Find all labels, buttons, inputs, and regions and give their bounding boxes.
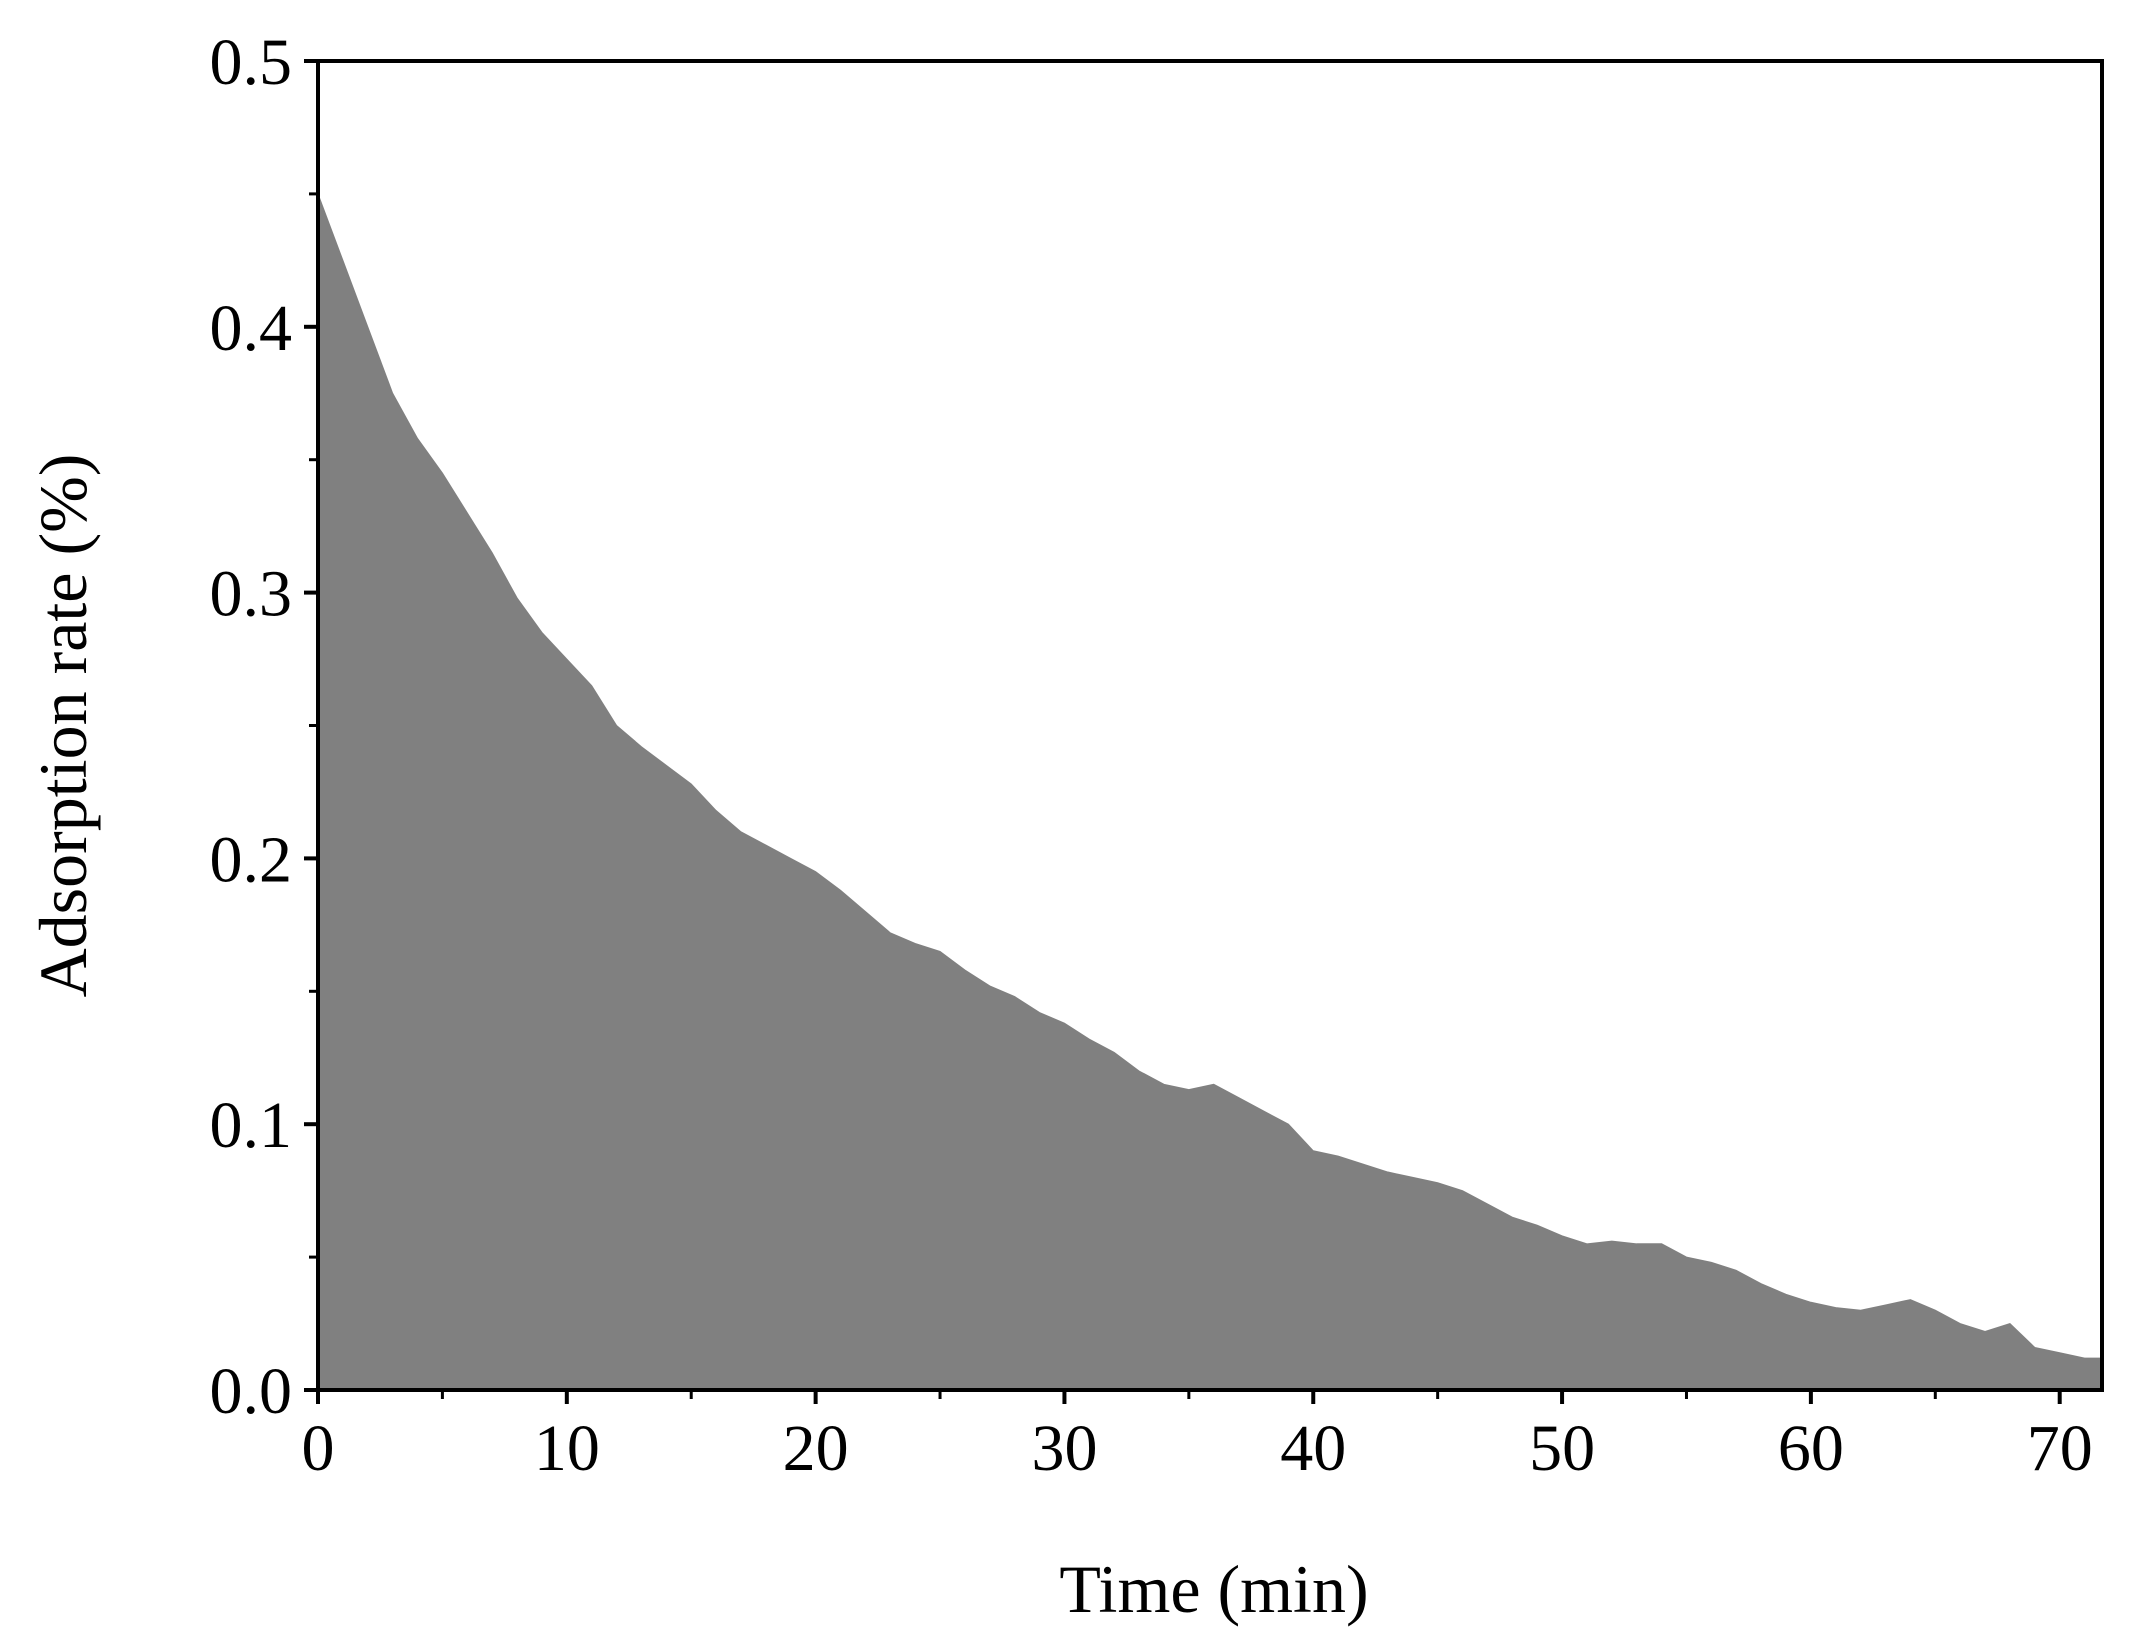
series-area-0 bbox=[317, 193, 2103, 1391]
x-axis-ticks: 0 10 20 30 40 50 60 70 bbox=[302, 1390, 2093, 1485]
y-tick-label: 0.5 bbox=[210, 26, 293, 99]
y-axis-title: Adsorption rate (%) bbox=[25, 454, 101, 998]
y-tick-label: 0.3 bbox=[210, 558, 293, 631]
x-tick-label: 60 bbox=[1778, 1412, 1844, 1485]
series-layer bbox=[317, 193, 2103, 1391]
x-axis-title: Time (min) bbox=[1059, 1551, 1368, 1627]
y-tick-label: 0.2 bbox=[210, 823, 293, 896]
x-tick-label: 0 bbox=[302, 1412, 335, 1485]
x-tick-label: 40 bbox=[1280, 1412, 1346, 1485]
y-tick-label: 0.1 bbox=[210, 1089, 293, 1162]
x-tick-label: 50 bbox=[1529, 1412, 1595, 1485]
x-tick-label: 30 bbox=[1031, 1412, 1097, 1485]
y-tick-label: 0.4 bbox=[210, 292, 293, 365]
x-tick-label: 70 bbox=[2027, 1412, 2093, 1485]
x-tick-label: 20 bbox=[783, 1412, 849, 1485]
x-tick-label: 10 bbox=[534, 1412, 600, 1485]
y-axis-ticks: 0.0 0.1 0.2 0.3 0.4 0.5 bbox=[210, 26, 318, 1428]
y-tick-label: 0.0 bbox=[210, 1355, 293, 1428]
